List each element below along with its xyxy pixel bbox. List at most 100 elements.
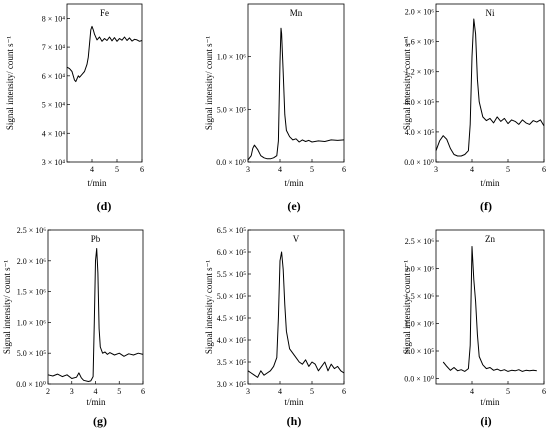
x-axis-label: t/min [86,397,106,407]
x-tick-label: 4 [470,165,474,174]
series-line [247,27,345,161]
chart-panel-4: 3.0 × 10⁵ 3.5 × 10⁵ 4.0 × 10⁵ 4.5 × 10⁵ 5.0 … [204,226,346,428]
x-tick-label: 6 [140,165,144,174]
x-tick-label: 4 [278,165,282,174]
y-tick-label: 2.0 × 10⁶ [405,265,435,274]
chart-panel-3: 0.0 × 10⁰ 5.0 × 10⁵ 1.0 × 10⁶ 1.5 × 10⁶ 2.0 … [2,226,145,428]
panel-label: (g) [93,414,107,428]
x-tick-label: 3 [246,165,250,174]
y-tick-label: 5.0 × 10⁵ [217,292,247,301]
y-tick-label: 3 × 10⁴ [42,158,66,167]
y-tick-label: 0.0 × 10⁰ [16,380,46,389]
y-tick-label: 1.5 × 10⁶ [17,288,47,297]
chart-panel-2: 0.0 × 10⁰ 4.0 × 10⁵ 8.0 × 10⁵ 1.2 × 10⁶ 1.6 … [402,3,546,213]
y-axis-label: Signal intensity/ count s⁻¹ [204,36,214,130]
y-tick-label: 2.0 × 10⁶ [405,8,435,17]
y-tick-label: 2.5 × 10⁶ [17,226,47,235]
y-tick-label: 5.0 × 10⁵ [17,349,47,358]
x-axis-label: t/min [480,178,500,188]
x-axis-label: t/min [480,397,500,407]
y-tick-label: 6 × 10⁴ [42,72,66,81]
element-title: Ni [486,8,495,18]
y-axis-label: Signal intensity/ count s⁻¹ [2,260,12,354]
y-tick-label: 6.0 × 10⁵ [217,248,247,257]
y-tick-label: 1.0 × 10⁶ [17,318,47,327]
element-title: Pb [91,234,101,244]
plot-frame [435,3,545,163]
y-tick-label: 6.5 × 10⁵ [217,226,247,235]
plot-frame [435,229,545,385]
x-tick-label: 3 [246,387,250,396]
x-tick-label: 4 [94,387,98,396]
x-tick-label: 4 [90,165,94,174]
y-tick-label: 3.5 × 10⁵ [217,358,247,367]
series-line [247,251,345,378]
panel-label: (f) [480,199,492,213]
x-tick-label: 5 [506,387,510,396]
plot-frame [47,229,144,385]
element-title: V [293,234,300,244]
panel-label: (e) [287,199,300,213]
y-tick-label: 0.0 × 10⁰ [404,375,434,384]
y-tick-label: 0.0 × 10⁰ [404,158,434,167]
x-tick-label: 6 [542,165,546,174]
x-tick-label: 6 [542,387,546,396]
x-tick-label: 5 [506,165,510,174]
x-tick-label: 5 [310,165,314,174]
x-tick-label: 3 [70,387,74,396]
x-tick-label: 5 [310,387,314,396]
y-tick-label: 5 × 10⁴ [42,101,66,110]
y-tick-label: 4.0 × 10⁵ [217,336,247,345]
x-axis-label: t/min [284,178,304,188]
y-tick-label: 7 × 10⁴ [42,43,66,52]
y-tick-label: 1.5 × 10⁶ [405,292,435,301]
panel-label: (i) [480,414,491,428]
x-tick-label: 4 [278,387,282,396]
y-tick-label: 5.5 × 10⁵ [217,270,247,279]
y-tick-label: 8.0 × 10⁵ [405,98,435,107]
chart-panel-5: 0.0 × 10⁰ 5.0 × 10⁵ 1.0 × 10⁶ 1.5 × 10⁶ 2.0 … [402,229,546,428]
x-axis-label: t/min [284,397,304,407]
y-tick-label: 4.0 × 10⁵ [405,128,435,137]
y-tick-label: 4.5 × 10⁵ [217,314,247,323]
plot-frame [247,3,345,163]
y-tick-label: 2.0 × 10⁶ [17,257,47,266]
x-tick-label: 6 [141,387,145,396]
y-axis-label: Signal intensity/ count s⁻¹ [402,36,412,130]
x-tick-label: 3 [434,165,438,174]
x-tick-label: 2 [46,387,50,396]
y-tick-label: 5.0 × 10⁵ [217,105,247,114]
series-line [435,18,545,157]
y-tick-label: 2.5 × 10⁶ [405,237,435,246]
series-line [442,246,537,372]
plot-frame [247,229,345,385]
x-tick-label: 5 [117,387,121,396]
panel-label: (h) [287,414,302,428]
y-tick-label: 4 × 10⁴ [42,129,66,138]
y-tick-label: 1.0 × 10⁶ [217,53,247,62]
y-axis-label: Signal intensity/ count s⁻¹ [5,36,15,130]
y-tick-label: 8 × 10⁴ [42,14,66,23]
x-axis-label: t/min [87,178,107,188]
element-title: Fe [100,8,109,18]
element-title: Zn [485,234,495,244]
x-tick-label: 4 [470,387,474,396]
element-title: Mn [290,8,303,18]
y-tick-label: 1.0 × 10⁶ [405,320,435,329]
y-tick-label: 0.0 × 10⁰ [216,158,246,167]
x-tick-label: 5 [115,165,119,174]
y-tick-label: 1.6 × 10⁶ [405,38,435,47]
series-line [47,248,144,382]
y-tick-label: 1.2 × 10⁶ [405,68,435,77]
y-tick-label: 5.0 × 10⁵ [405,347,435,356]
x-tick-label: 6 [342,165,346,174]
panel-label: (d) [97,199,112,213]
chart-panel-1: 0.0 × 10⁰ 5.0 × 10⁵ 1.0 × 10⁶ 3 4 5 6 Mn t/min Si… [204,3,346,213]
y-axis-label: Signal intensity/ count s⁻¹ [204,260,214,354]
chart-panel-0: 3 × 10⁴ 4 × 10⁴ 5 × 10⁴ 6 × 10⁴ 7 × 10⁴ 8 × 1… [5,3,144,213]
plot-frame [66,3,143,163]
x-tick-label: 6 [342,387,346,396]
y-axis-label: Signal intensity/ count s⁻¹ [402,260,412,354]
y-tick-label: 3.0 × 10⁵ [217,380,247,389]
